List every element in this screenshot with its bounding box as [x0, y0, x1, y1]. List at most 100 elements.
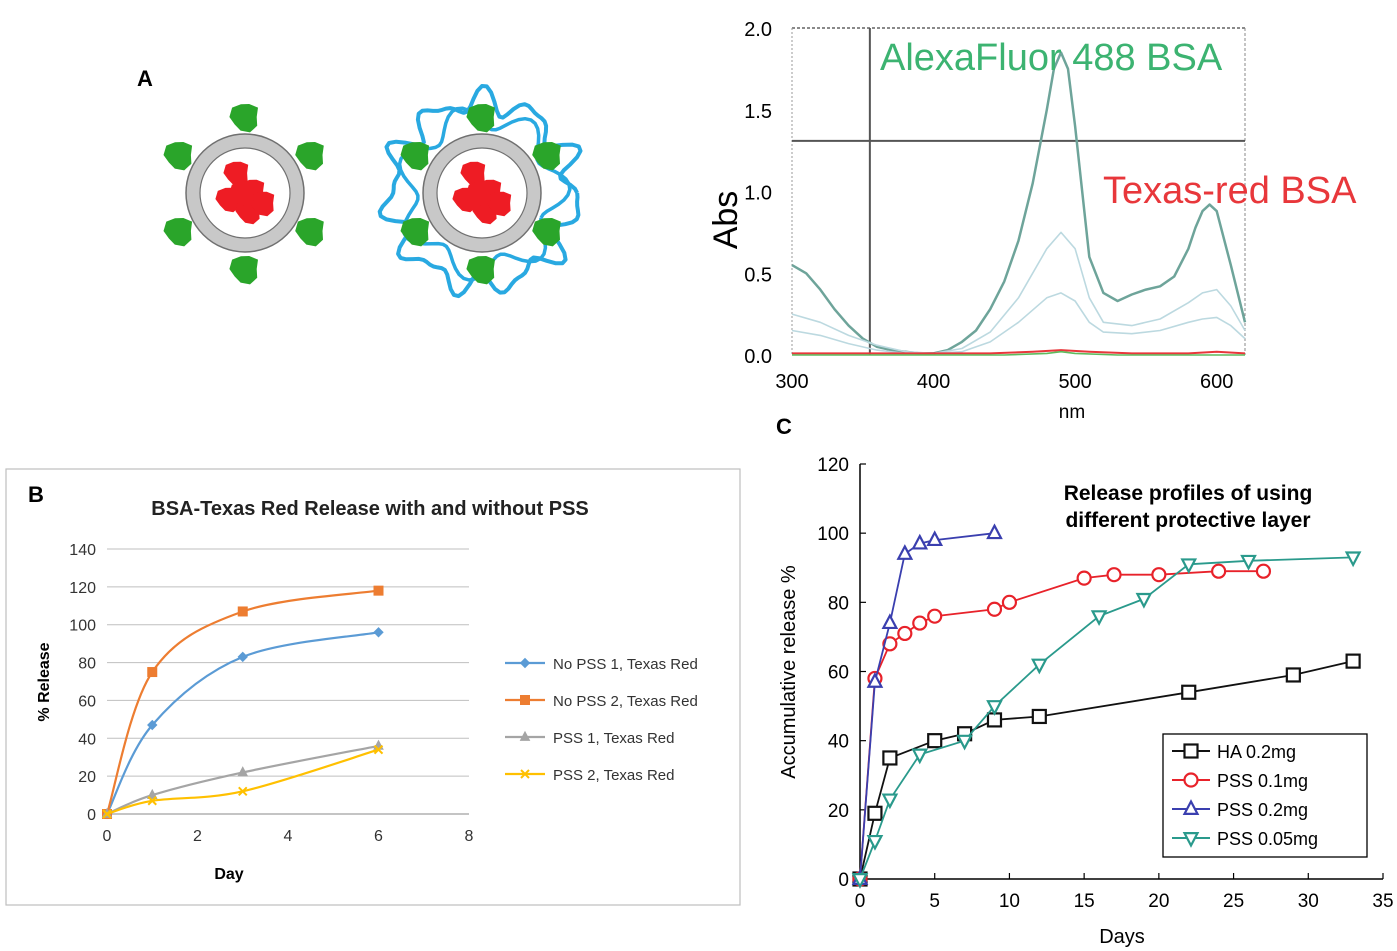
panel-c-y-tick-label: 0 — [838, 870, 849, 891]
panel-c-y-label: Accumulative release % — [778, 565, 800, 779]
panel-c-point-3-2 — [881, 793, 899, 810]
panel-b-y-label: % Release — [36, 642, 53, 721]
panel-b-series — [101, 585, 384, 820]
panel-c-point-1-6 — [986, 601, 1003, 617]
spectrum-x-tick-label: 600 — [1200, 371, 1233, 393]
panel-c-legend-label-2: PSS 0.2mg — [1217, 800, 1308, 820]
panel-c-point-3-0 — [851, 873, 869, 889]
panel-c-title-line-2: different protective layer — [1065, 509, 1310, 532]
panel-c-y-tick-label: 80 — [828, 593, 849, 614]
panel-c-point-1-2 — [882, 636, 898, 652]
panel-label-c: C — [776, 414, 792, 439]
panel-b-x-tick-label: 4 — [284, 828, 293, 845]
encapsulated-protein-0 — [223, 161, 249, 187]
panel-c-axes: 0 20 40 60 80 100 120 0 5 10 15 20 25 30 35 — [817, 455, 1393, 912]
panel-c-title-line-1: Release profiles of using — [1064, 482, 1313, 505]
panel-b-frame — [5, 468, 741, 906]
spectrum-x-label: nm — [1059, 402, 1085, 423]
panel-c-x-tick-label: 10 — [999, 891, 1020, 912]
spectrum-series — [791, 51, 1247, 356]
spectrum-y-tick-label: 0.5 — [744, 264, 772, 286]
panel-b-point-0-1 — [147, 719, 158, 731]
panel-c-point-0-3 — [927, 733, 943, 749]
spectrum-y-label: Abs — [707, 191, 745, 250]
panel-b-point-3-2 — [238, 786, 248, 796]
panel-b-legend-label-2: PSS 1, Texas Red — [553, 730, 674, 747]
spectrum-trace-main — [791, 51, 1247, 355]
panel-c-y-tick-label: 20 — [828, 801, 849, 822]
panel-c-point-3-5 — [986, 700, 1003, 716]
panel-c-point-1-8 — [1076, 570, 1092, 586]
panel-c-legend-box — [1162, 733, 1368, 858]
surface-protein-4 — [400, 218, 430, 247]
panel-c-legend: HA 0.2mg PSS 0.1mg PSS 0.2mg PSS 0.05mg — [1162, 733, 1368, 858]
panel-label-b: B — [28, 482, 44, 507]
panel-c-point-2-2 — [881, 613, 899, 630]
panel-c-series-line-3 — [859, 556, 1354, 880]
panel-a-schematic: A — [137, 66, 583, 299]
panel-c-point-2-3 — [896, 544, 914, 560]
panel-c-legend-label-3: PSS 0.05mg — [1217, 829, 1318, 849]
panel-b-legend-marker-0 — [519, 657, 531, 669]
panel-b-point-0-3 — [373, 627, 384, 638]
spectrum-x-tick-label: 300 — [775, 371, 808, 393]
panel-c-x-label: Days — [1099, 926, 1145, 948]
panel-c-point-3-8 — [1135, 592, 1153, 609]
panel-c-y-tick-label: 60 — [828, 663, 849, 684]
panel-c-point-2-6 — [986, 523, 1003, 540]
panel-b-point-1-3 — [373, 585, 384, 596]
spectrum-trace-green_trace — [792, 350, 1245, 356]
surface-protein-1 — [295, 142, 324, 171]
spectrum-x-tick-label: 400 — [917, 371, 950, 393]
encapsulated-protein-0 — [460, 161, 486, 187]
panel-b-point-1-1 — [147, 667, 158, 678]
panel-b-y-tick-label: 100 — [69, 618, 96, 635]
panel-b-y-tick-label: 20 — [78, 769, 96, 786]
surface-protein-3 — [229, 256, 258, 285]
panel-b-series-line-1 — [105, 589, 379, 815]
encapsulated-protein-5 — [229, 181, 255, 207]
panel-c-y-tick-label: 40 — [828, 732, 849, 753]
panel-c-point-1-5 — [927, 608, 943, 624]
panel-c-legend-label-0: HA 0.2mg — [1217, 742, 1296, 762]
panel-b-point-3-1 — [147, 796, 157, 806]
surface-protein-4 — [163, 218, 193, 247]
surface-protein-5 — [163, 142, 193, 171]
panel-b-point-2-2 — [237, 766, 249, 777]
spectrum-y-tick-label: 0.0 — [744, 346, 772, 368]
panel-b-series-line-3 — [106, 748, 379, 816]
panel-b-point-0-2 — [237, 651, 248, 663]
panel-c-point-3-10 — [1240, 554, 1257, 571]
panel-b-series-line-0 — [106, 631, 379, 815]
panel-b-y-tick-label: 80 — [78, 656, 96, 673]
surface-protein-0 — [229, 104, 258, 133]
panel-c-x-tick-label: 15 — [1074, 891, 1095, 912]
panel-b-title: BSA-Texas Red Release with and without P… — [151, 498, 589, 520]
panel-c-point-1-3 — [897, 625, 913, 642]
panel-b-legend: No PSS 1, Texas Red No PSS 2, Texas Red PS… — [505, 656, 698, 784]
panel-b-y-tick-label: 0 — [87, 807, 96, 824]
panel-c-point-3-4 — [956, 734, 973, 751]
spectrum-y-tick-label: 2.0 — [744, 19, 772, 41]
surface-protein-5 — [400, 142, 430, 171]
panel-c-point-1-7 — [1001, 594, 1018, 610]
panel-b-point-1-2 — [237, 606, 248, 617]
panel-b-point-2-1 — [146, 788, 158, 799]
surface-protein-1 — [532, 142, 561, 171]
panel-c-legend-marker-2 — [1182, 799, 1200, 815]
surface-protein-3 — [466, 256, 495, 285]
panel-c-point-0-6 — [1031, 708, 1047, 725]
panel-b-series-line-2 — [106, 744, 379, 816]
panel-c-point-3-3 — [911, 748, 929, 765]
polymer-coil-outer — [377, 84, 583, 299]
panel-c-x-tick-label: 20 — [1148, 891, 1169, 912]
panel-c-point-1-12 — [1255, 563, 1272, 579]
panel-c-series-line-0 — [859, 660, 1354, 880]
panel-c-legend-label-1: PSS 0.1mg — [1217, 771, 1308, 791]
panel-c-series — [851, 523, 1362, 889]
panel-c-point-0-7 — [1181, 684, 1197, 700]
panel-b-legend-label-0: No PSS 1, Texas Red — [553, 656, 698, 673]
panel-c-x-tick-label: 25 — [1223, 891, 1244, 912]
panel-b-y-tick-label: 140 — [69, 542, 96, 559]
nanoparticle-uncoated — [163, 104, 324, 285]
